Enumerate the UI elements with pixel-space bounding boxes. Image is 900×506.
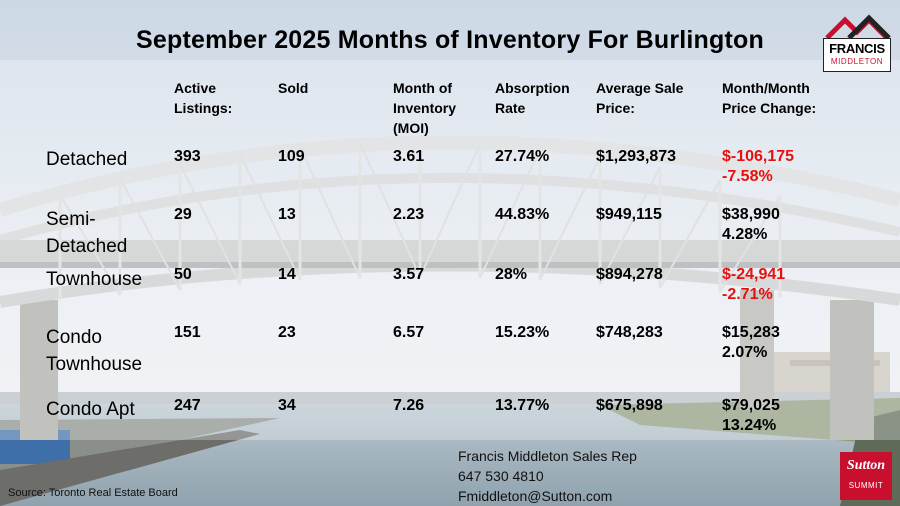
contact-name: Francis Middleton Sales Rep	[458, 448, 637, 464]
cell-active: 29	[174, 206, 192, 223]
header-moi: Month of Inventory (MOI)	[393, 80, 457, 136]
cell-sold: 109	[278, 148, 305, 165]
source-note: Source: Toronto Real Estate Board	[8, 487, 178, 499]
cell-change-amount: $-106,175	[722, 148, 795, 165]
cell-avg-price: $1,293,873	[596, 148, 677, 165]
sutton-logo: Sutton SUMMIT	[840, 452, 892, 500]
cell-moi: 3.61	[393, 148, 425, 165]
contact-email: Fmiddleton@Sutton.com	[458, 488, 613, 504]
francis-middleton-logo: FRANCIS MIDDLETON	[823, 38, 891, 72]
cell-active: 247	[174, 397, 201, 414]
cell-avg-price: $949,115	[596, 206, 662, 223]
header-average-sale-price: Average Sale Price:	[596, 80, 684, 116]
cell-change-amount: $38,990	[722, 206, 780, 223]
sutton-logo-sub: SUMMIT	[848, 481, 884, 490]
cell-avg-price: $894,278	[596, 266, 663, 283]
cell-sold: 34	[278, 397, 296, 414]
cell-avg-price: $675,898	[596, 397, 663, 414]
logo-name: FRANCIS	[829, 41, 885, 56]
cell-moi: 3.57	[393, 266, 425, 283]
sutton-logo-name: Sutton	[846, 458, 886, 473]
cell-absorption: 27.74%	[495, 148, 550, 165]
cell-moi: 7.26	[393, 397, 425, 414]
row-label-condo-townhouse: Condo Townhouse	[46, 327, 143, 375]
header-active-listings: Active Listings:	[174, 80, 233, 116]
cell-change-amount: $-24,941	[722, 266, 786, 283]
row-label-semi-detached: Semi- Detached	[46, 209, 128, 257]
roof-logo-icon	[825, 14, 891, 40]
cell-change-amount: $15,283	[722, 324, 780, 341]
cell-active: 393	[174, 148, 201, 165]
cell-change-pct: 2.07%	[722, 344, 768, 361]
cell-change-pct: -7.58%	[722, 168, 773, 185]
cell-absorption: 44.83%	[495, 206, 550, 223]
header-sold: Sold	[278, 80, 309, 96]
cell-sold: 13	[278, 206, 296, 223]
cell-change-pct: 4.28%	[722, 226, 768, 243]
page-title: September 2025 Months of Inventory For B…	[136, 26, 764, 54]
row-label-detached: Detached	[46, 149, 128, 170]
cell-sold: 14	[278, 266, 296, 283]
cell-absorption: 28%	[495, 266, 528, 283]
cell-change-amount: $79,025	[722, 397, 780, 414]
cell-change-pct: 13.24%	[722, 417, 777, 434]
cell-change-pct: -2.71%	[722, 286, 773, 303]
header-absorption-rate: Absorption Rate	[495, 80, 570, 116]
row-label-condo-apt: Condo Apt	[46, 399, 135, 420]
cell-avg-price: $748,283	[596, 324, 663, 341]
cell-sold: 23	[278, 324, 296, 341]
cell-moi: 2.23	[393, 206, 425, 223]
cell-active: 50	[174, 266, 192, 283]
header-price-change: Month/Month Price Change:	[722, 80, 817, 116]
cell-absorption: 15.23%	[495, 324, 550, 341]
logo-subname: MIDDLETON	[830, 57, 884, 66]
contact-block: Francis Middleton Sales Rep 647 530 4810…	[458, 446, 637, 506]
cell-active: 151	[174, 324, 201, 341]
row-label-townhouse: Townhouse	[46, 269, 143, 290]
cell-absorption: 13.77%	[495, 397, 550, 414]
contact-phone: 647 530 4810	[458, 468, 544, 484]
cell-moi: 6.57	[393, 324, 425, 341]
